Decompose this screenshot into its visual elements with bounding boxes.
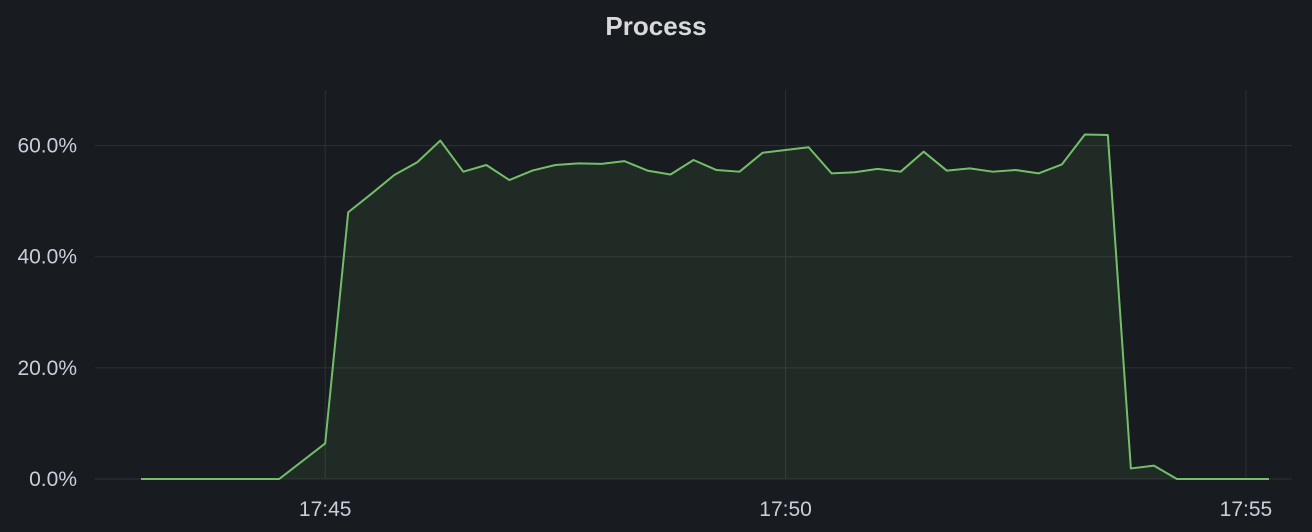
y-tick-label: 40.0% — [17, 246, 77, 269]
data-point[interactable] — [575, 160, 581, 166]
x-tick-label: 17:55 — [1220, 498, 1273, 521]
data-point[interactable] — [852, 169, 858, 175]
data-point[interactable] — [598, 161, 604, 167]
data-point[interactable] — [1243, 476, 1249, 482]
data-point[interactable] — [990, 169, 996, 175]
data-point[interactable] — [276, 476, 282, 482]
data-point[interactable] — [460, 169, 466, 175]
data-point[interactable] — [414, 159, 420, 165]
data-point[interactable] — [621, 158, 627, 164]
data-point[interactable] — [437, 138, 443, 144]
data-point[interactable] — [230, 476, 236, 482]
data-point[interactable] — [506, 177, 512, 183]
data-point[interactable] — [1197, 476, 1203, 482]
data-point[interactable] — [368, 191, 374, 197]
data-point[interactable] — [898, 169, 904, 175]
x-tick-label: 17:50 — [759, 498, 812, 521]
data-point[interactable] — [829, 170, 835, 176]
y-tick-label: 20.0% — [17, 357, 77, 380]
y-tick-label: 60.0% — [17, 135, 77, 158]
data-point[interactable] — [391, 172, 397, 178]
panel-title[interactable]: Process — [605, 11, 707, 41]
data-point[interactable] — [875, 166, 881, 172]
data-point[interactable] — [345, 209, 351, 215]
data-point[interactable] — [184, 476, 190, 482]
data-point[interactable] — [783, 147, 789, 153]
data-point[interactable] — [967, 165, 973, 171]
data-point[interactable] — [322, 440, 328, 446]
data-point[interactable] — [644, 168, 650, 174]
data-point[interactable] — [691, 157, 697, 163]
y-tick-label: 0.0% — [29, 468, 77, 491]
x-tick-label: 17:45 — [299, 498, 352, 521]
data-point[interactable] — [1174, 476, 1180, 482]
data-point[interactable] — [1013, 167, 1019, 173]
data-point[interactable] — [921, 149, 927, 155]
data-point[interactable] — [1105, 132, 1111, 138]
series-area-fill — [141, 134, 1269, 479]
data-point[interactable] — [1036, 170, 1042, 176]
data-point[interactable] — [1151, 463, 1157, 469]
data-point[interactable] — [760, 150, 766, 156]
data-point[interactable] — [1220, 476, 1226, 482]
data-point[interactable] — [737, 169, 743, 175]
data-point[interactable] — [806, 144, 812, 150]
data-point[interactable] — [1266, 476, 1272, 482]
grid — [95, 90, 1292, 480]
data-point[interactable] — [138, 476, 144, 482]
data-point[interactable] — [1128, 465, 1134, 471]
data-point[interactable] — [1082, 131, 1088, 137]
data-point[interactable] — [483, 162, 489, 168]
data-point[interactable] — [714, 167, 720, 173]
data-point[interactable] — [1059, 161, 1065, 167]
data-point[interactable] — [552, 162, 558, 168]
series-line[interactable] — [141, 133, 1269, 480]
data-point[interactable] — [667, 171, 673, 177]
data-point[interactable] — [944, 168, 950, 174]
data-point[interactable] — [529, 168, 535, 174]
